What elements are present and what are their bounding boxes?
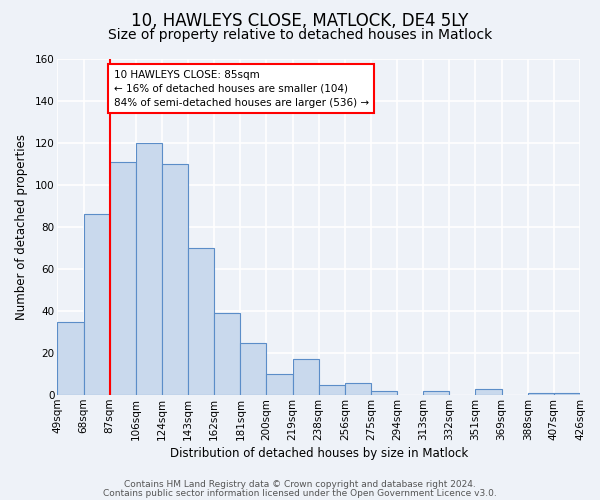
Bar xyxy=(293,360,319,395)
Bar xyxy=(319,384,345,395)
Bar xyxy=(162,164,188,395)
Bar xyxy=(188,248,214,395)
Bar xyxy=(371,391,397,395)
Bar xyxy=(136,143,162,395)
Text: 10 HAWLEYS CLOSE: 85sqm
← 16% of detached houses are smaller (104)
84% of semi-d: 10 HAWLEYS CLOSE: 85sqm ← 16% of detache… xyxy=(113,70,369,108)
Bar xyxy=(423,391,449,395)
Bar xyxy=(83,214,110,395)
Text: Contains public sector information licensed under the Open Government Licence v3: Contains public sector information licen… xyxy=(103,488,497,498)
Bar xyxy=(110,162,136,395)
Y-axis label: Number of detached properties: Number of detached properties xyxy=(15,134,28,320)
Bar xyxy=(554,393,580,395)
Bar xyxy=(345,382,371,395)
Text: Size of property relative to detached houses in Matlock: Size of property relative to detached ho… xyxy=(108,28,492,42)
Bar xyxy=(214,313,241,395)
Bar xyxy=(58,322,83,395)
Text: 10, HAWLEYS CLOSE, MATLOCK, DE4 5LY: 10, HAWLEYS CLOSE, MATLOCK, DE4 5LY xyxy=(131,12,469,30)
Bar xyxy=(475,389,502,395)
Bar xyxy=(528,393,554,395)
Bar xyxy=(266,374,293,395)
X-axis label: Distribution of detached houses by size in Matlock: Distribution of detached houses by size … xyxy=(170,447,468,460)
Bar xyxy=(241,342,266,395)
Text: Contains HM Land Registry data © Crown copyright and database right 2024.: Contains HM Land Registry data © Crown c… xyxy=(124,480,476,489)
